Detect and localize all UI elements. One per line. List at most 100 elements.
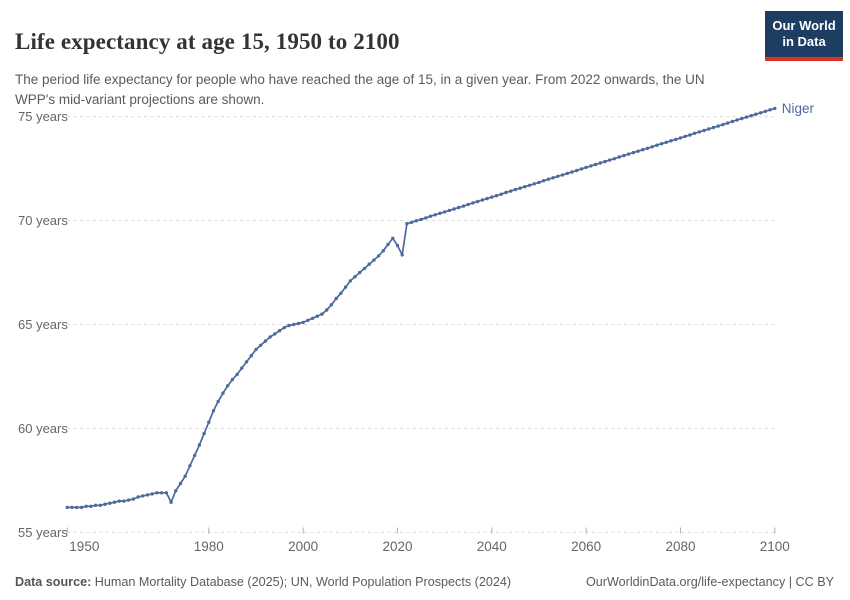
data-point-marker[interactable] bbox=[320, 312, 324, 316]
data-point-marker[interactable] bbox=[442, 210, 447, 214]
data-point-marker[interactable] bbox=[702, 128, 706, 133]
data-point-marker[interactable] bbox=[122, 499, 126, 503]
data-point-marker[interactable] bbox=[452, 207, 456, 211]
data-point-marker[interactable] bbox=[277, 329, 282, 333]
data-point-marker[interactable] bbox=[626, 152, 631, 156]
data-point-marker[interactable] bbox=[532, 182, 536, 186]
data-point-marker[interactable] bbox=[773, 106, 777, 111]
data-point-marker[interactable] bbox=[197, 443, 202, 447]
data-point-marker[interactable] bbox=[641, 148, 645, 152]
data-point-marker[interactable] bbox=[735, 118, 739, 122]
data-point-marker[interactable] bbox=[593, 162, 598, 167]
data-point-marker[interactable] bbox=[608, 158, 612, 162]
data-point-marker[interactable] bbox=[358, 270, 362, 275]
data-point-marker[interactable] bbox=[707, 127, 711, 131]
data-point-marker[interactable] bbox=[348, 279, 352, 283]
data-point-marker[interactable] bbox=[759, 111, 763, 115]
data-point-marker[interactable] bbox=[414, 219, 418, 223]
data-point-marker[interactable] bbox=[636, 149, 640, 153]
data-point-marker[interactable] bbox=[480, 198, 485, 202]
data-point-marker[interactable] bbox=[103, 502, 107, 506]
data-point-marker[interactable] bbox=[603, 159, 607, 164]
data-point-marker[interactable] bbox=[193, 453, 197, 458]
data-point-marker[interactable] bbox=[433, 213, 437, 217]
data-point-marker[interactable] bbox=[490, 195, 494, 199]
data-point-marker[interactable] bbox=[292, 322, 296, 327]
data-point-marker[interactable] bbox=[183, 474, 187, 478]
data-point-marker[interactable] bbox=[211, 409, 216, 413]
data-point-marker[interactable] bbox=[254, 347, 258, 352]
data-point-marker[interactable] bbox=[688, 133, 692, 137]
data-point-marker[interactable] bbox=[263, 339, 268, 343]
data-point-marker[interactable] bbox=[240, 366, 244, 370]
data-point-marker[interactable] bbox=[282, 325, 286, 330]
data-point-marker[interactable] bbox=[551, 176, 555, 180]
data-point-marker[interactable] bbox=[273, 332, 277, 336]
data-point-marker[interactable] bbox=[325, 308, 329, 312]
data-point-marker[interactable] bbox=[202, 431, 206, 436]
data-point-marker[interactable] bbox=[235, 372, 239, 377]
data-point-marker[interactable] bbox=[353, 275, 357, 279]
data-point-marker[interactable] bbox=[188, 464, 192, 468]
data-point-marker[interactable] bbox=[424, 216, 428, 220]
data-point-marker[interactable] bbox=[692, 131, 697, 135]
data-point-marker[interactable] bbox=[419, 217, 423, 222]
data-point-marker[interactable] bbox=[631, 150, 635, 155]
data-point-marker[interactable] bbox=[287, 323, 291, 328]
data-point-marker[interactable] bbox=[155, 491, 159, 495]
data-point-marker[interactable] bbox=[494, 194, 499, 198]
data-point-marker[interactable] bbox=[117, 499, 121, 503]
data-point-marker[interactable] bbox=[546, 177, 551, 181]
data-point-marker[interactable] bbox=[730, 119, 735, 124]
data-point-marker[interactable] bbox=[244, 360, 249, 364]
data-point-marker[interactable] bbox=[108, 501, 112, 505]
data-point-marker[interactable] bbox=[310, 316, 315, 320]
data-point-marker[interactable] bbox=[141, 494, 145, 498]
data-point-marker[interactable] bbox=[84, 504, 88, 508]
data-point-marker[interactable] bbox=[343, 285, 348, 289]
data-point-marker[interactable] bbox=[763, 109, 768, 113]
data-point-marker[interactable] bbox=[79, 505, 84, 510]
data-point-marker[interactable] bbox=[428, 214, 433, 218]
data-point-marker[interactable] bbox=[409, 220, 414, 224]
data-point-marker[interactable] bbox=[376, 254, 381, 258]
data-point-marker[interactable] bbox=[259, 343, 263, 347]
data-point-marker[interactable] bbox=[556, 174, 560, 178]
data-point-marker[interactable] bbox=[93, 503, 98, 507]
data-point-marker[interactable] bbox=[754, 112, 758, 116]
data-point-marker[interactable] bbox=[386, 242, 390, 247]
data-point-markers[interactable] bbox=[65, 106, 777, 510]
data-point-marker[interactable] bbox=[650, 145, 654, 149]
data-point-marker[interactable] bbox=[537, 180, 541, 185]
data-point-marker[interactable] bbox=[98, 503, 103, 507]
data-point-marker[interactable] bbox=[513, 187, 518, 192]
niger-line[interactable] bbox=[67, 107, 776, 509]
data-point-marker[interactable] bbox=[400, 253, 404, 257]
data-point-marker[interactable] bbox=[339, 291, 343, 295]
data-point-marker[interactable] bbox=[136, 495, 140, 499]
data-point-marker[interactable] bbox=[721, 122, 725, 127]
data-point-marker[interactable] bbox=[674, 137, 678, 142]
data-point-marker[interactable] bbox=[89, 504, 93, 508]
data-point-marker[interactable] bbox=[169, 500, 173, 504]
data-point-marker[interactable] bbox=[655, 143, 659, 147]
data-point-marker[interactable] bbox=[697, 130, 701, 134]
data-point-marker[interactable] bbox=[438, 211, 442, 215]
data-point-marker[interactable] bbox=[499, 192, 503, 196]
data-point-marker[interactable] bbox=[221, 391, 225, 395]
data-point-marker[interactable] bbox=[485, 196, 489, 201]
data-point-marker[interactable] bbox=[509, 189, 513, 193]
data-point-marker[interactable] bbox=[740, 116, 744, 121]
data-point-marker[interactable] bbox=[249, 354, 253, 358]
data-point-marker[interactable] bbox=[329, 303, 334, 307]
data-point-marker[interactable] bbox=[476, 199, 480, 204]
data-point-marker[interactable] bbox=[523, 185, 527, 189]
data-point-marker[interactable] bbox=[683, 134, 687, 139]
data-point-marker[interactable] bbox=[725, 121, 730, 125]
data-point-marker[interactable] bbox=[744, 115, 749, 119]
data-point-marker[interactable] bbox=[164, 491, 169, 495]
data-point-marker[interactable] bbox=[457, 205, 461, 210]
data-point-marker[interactable] bbox=[230, 377, 235, 382]
data-point-marker[interactable] bbox=[579, 167, 584, 171]
data-point-marker[interactable] bbox=[70, 505, 74, 510]
